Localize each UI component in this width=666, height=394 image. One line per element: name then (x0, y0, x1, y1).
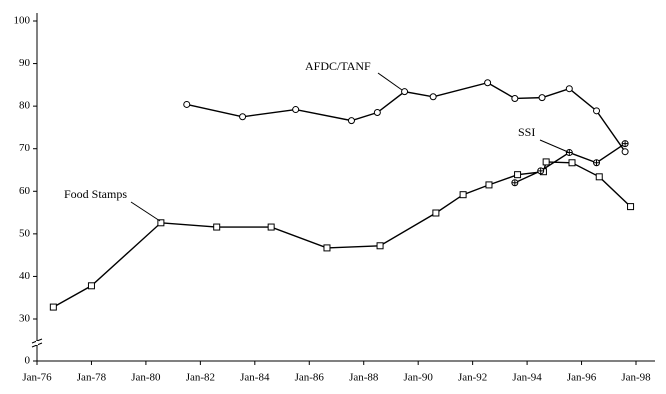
marker (621, 148, 629, 156)
marker (485, 181, 493, 189)
marker (565, 85, 573, 93)
marker (49, 303, 57, 311)
marker (213, 223, 221, 231)
marker (593, 107, 601, 115)
marker (627, 203, 635, 211)
marker-cross (537, 167, 544, 174)
y-tick-label: 0 (25, 355, 31, 367)
y-tick-label: 70 (19, 142, 31, 154)
series-label: SSI (518, 125, 535, 139)
marker (595, 173, 603, 181)
x-tick-label: Jan-76 (22, 372, 52, 384)
x-tick-label: Jan-98 (621, 372, 651, 384)
marker (538, 94, 546, 102)
leader-line (130, 201, 161, 222)
y-tick-label: 80 (19, 100, 31, 112)
x-tick-label: Jan-84 (240, 372, 270, 384)
marker (373, 109, 381, 117)
marker (292, 106, 300, 114)
y-tick-label: 100 (14, 15, 31, 27)
y-tick-label: 50 (19, 227, 31, 239)
y-tick-label: 60 (19, 185, 31, 197)
leader-line (377, 72, 403, 91)
marker (239, 113, 247, 121)
marker (542, 158, 550, 166)
marker (183, 100, 191, 108)
marker (376, 242, 384, 250)
marker (429, 93, 437, 101)
marker (347, 117, 355, 125)
marker (401, 88, 409, 96)
y-tick-label: 90 (19, 57, 31, 69)
x-tick-label: Jan-80 (131, 372, 161, 384)
x-tick-label: Jan-90 (404, 372, 434, 384)
series-line (52, 161, 632, 308)
series-label: Food Stamps (64, 187, 127, 201)
y-tick-label: 40 (19, 270, 31, 282)
y-tick-label: 30 (19, 313, 31, 325)
x-tick-label: Jan-82 (186, 372, 215, 384)
series-label: AFDC/TANF (305, 59, 371, 73)
x-tick-label: Jan-78 (77, 372, 107, 384)
marker (157, 219, 165, 227)
marker-cross (566, 149, 573, 156)
marker (267, 223, 275, 231)
leader-line (539, 139, 569, 153)
axis-break-gap (36, 341, 38, 345)
x-tick-label: Jan-94 (512, 372, 542, 384)
marker (323, 244, 331, 252)
x-tick-label: Jan-86 (295, 372, 325, 384)
marker-cross (511, 179, 518, 186)
x-tick-label: Jan-96 (567, 372, 597, 384)
marker (87, 282, 95, 290)
marker (432, 209, 440, 217)
marker-cross (622, 140, 629, 147)
marker-cross (593, 159, 600, 166)
marker (459, 191, 467, 199)
marker (514, 171, 522, 179)
marker (484, 79, 492, 87)
x-tick-label: Jan-88 (349, 372, 379, 384)
marker (568, 159, 576, 167)
marker (511, 94, 519, 102)
x-tick-label: Jan-92 (458, 372, 487, 384)
